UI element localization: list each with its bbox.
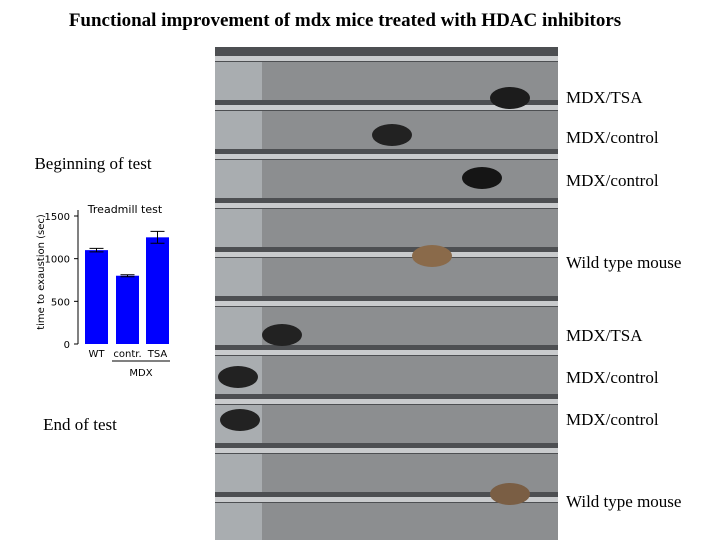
lane-label: MDX/control: [566, 171, 659, 190]
lane: [262, 258, 558, 296]
lane-label: MDX/TSA: [566, 326, 643, 345]
lane-label: Wild type mouse: [566, 492, 681, 511]
lane-label: MDX/TSA: [566, 88, 643, 107]
lane: [262, 209, 558, 247]
x-tick-label: contr.: [113, 349, 141, 360]
caption: Beginning of test: [34, 154, 151, 173]
y-tick-label: 500: [51, 297, 70, 308]
lane-label: MDX/control: [566, 410, 659, 429]
lane: [262, 503, 558, 540]
chart: Treadmill test time to exaustion (sec) 0 50…: [36, 203, 170, 379]
lane-edge: [215, 62, 262, 100]
lane-rail: [215, 399, 558, 404]
lane-edge: [215, 454, 262, 492]
lane-rail: [215, 448, 558, 453]
lane-edge: [215, 111, 262, 149]
photo: [215, 47, 558, 540]
lane: [262, 160, 558, 198]
error-bar: [89, 247, 104, 253]
mouse: [412, 245, 452, 267]
x-tick-label: WT: [89, 349, 106, 360]
lane-rail: [215, 252, 558, 257]
lane-rail: [215, 154, 558, 159]
error-bar: [150, 230, 165, 244]
bar: [146, 237, 169, 344]
lane-edge: [215, 209, 262, 247]
lane-rail: [215, 497, 558, 502]
mouse: [372, 124, 412, 146]
mouse: [262, 324, 302, 346]
lane-edge: [215, 307, 262, 345]
lane-rail: [215, 56, 558, 61]
lane: [262, 111, 558, 149]
lane-edge: [215, 258, 262, 296]
lane-edge: [215, 160, 262, 198]
lane-edge: [215, 503, 262, 540]
x-tick-label: TSA: [147, 349, 168, 360]
mouse: [490, 87, 530, 109]
caption: End of test: [43, 415, 117, 434]
error-bar: [120, 274, 135, 278]
y-tick-label: 1000: [45, 255, 70, 266]
lane-rail: [215, 105, 558, 110]
bar: [116, 275, 139, 344]
y-tick-label: 1500: [45, 212, 70, 223]
lane-rail: [215, 203, 558, 208]
mouse: [490, 483, 530, 505]
lane: [262, 307, 558, 345]
lane-label: MDX/control: [566, 128, 659, 147]
slide-title: Functional improvement of mdx mice treat…: [69, 10, 621, 31]
lane-rail: [215, 301, 558, 306]
bar: [85, 250, 108, 344]
group-label: MDX: [129, 368, 152, 379]
y-tick-label: 0: [64, 340, 70, 351]
lane-label: MDX/control: [566, 368, 659, 387]
mouse: [220, 409, 260, 431]
lane: [262, 356, 558, 394]
y-axis-label: time to exaustion (sec): [36, 214, 47, 330]
mouse: [462, 167, 502, 189]
mouse: [218, 366, 258, 388]
lane-rail: [215, 350, 558, 355]
chart-title: Treadmill test: [87, 203, 163, 216]
lane: [262, 405, 558, 443]
lane-label: Wild type mouse: [566, 253, 681, 272]
